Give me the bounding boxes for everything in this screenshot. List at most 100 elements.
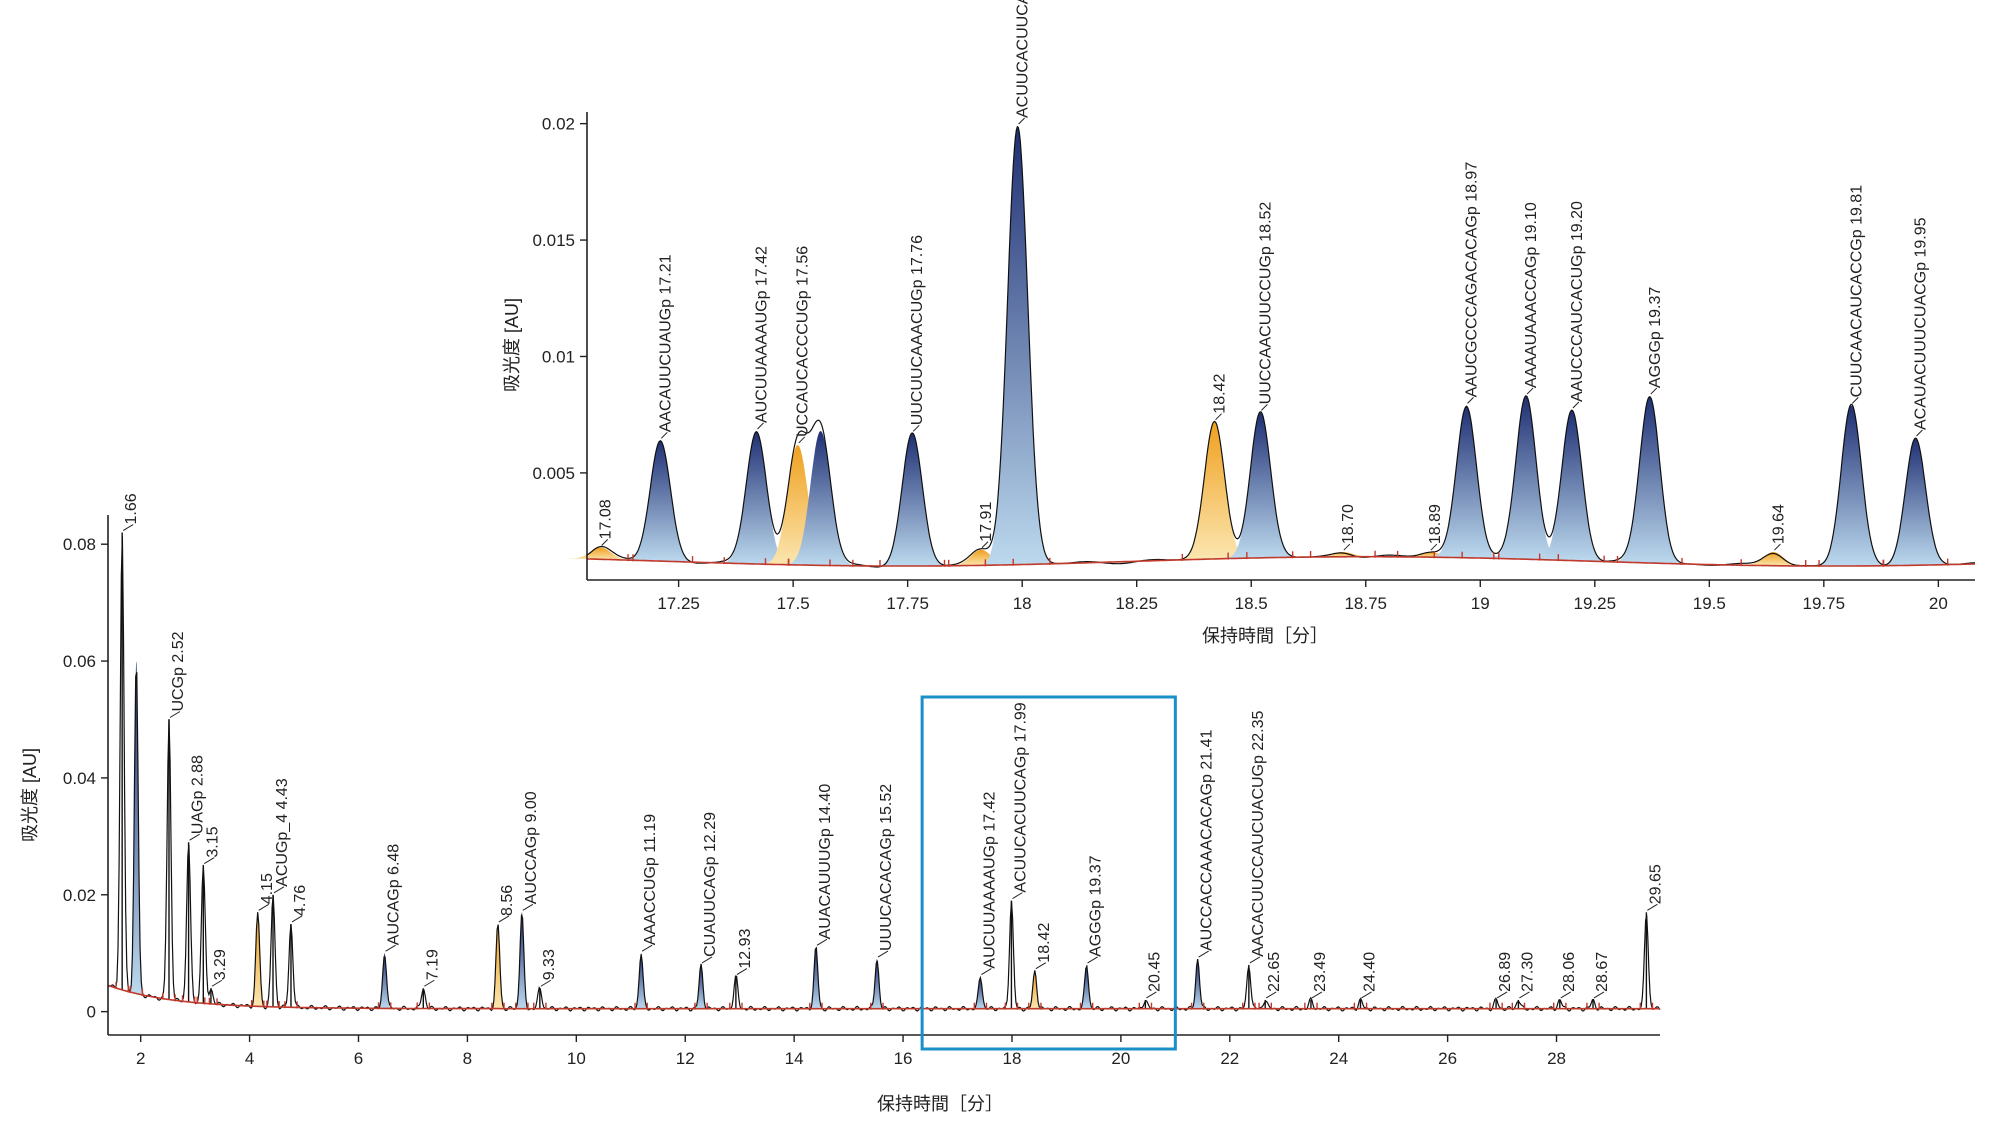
label-leader [1496, 991, 1508, 999]
peak-label: AACAUUCUAUGp 17.21 [657, 254, 674, 432]
main-y-axis-title: 吸光度 [AU] [20, 748, 40, 842]
peak-label: AAUCCCAUCACUGp 19.20 [1569, 201, 1586, 402]
y-tick-label: 0.01 [542, 347, 575, 366]
x-tick-label: 18 [1003, 1049, 1022, 1068]
x-tick-label: 19.5 [1693, 594, 1726, 613]
inset-chromatogram: 0.005 0.01 0.015 0.02 17.25 17.5 17.75 18 18.25… [502, 0, 1976, 646]
peak-label: 4.76 [292, 885, 309, 916]
label-leader [981, 968, 992, 976]
label-leader [1430, 543, 1438, 551]
x-tick-label: 18 [1013, 594, 1032, 613]
peak-label: UUCCAACUUCCUGp 18.52 [1257, 202, 1274, 405]
label-leader [1572, 401, 1580, 409]
label-leader [816, 938, 828, 946]
y-tick-label: 0.005 [532, 464, 575, 483]
label-leader [122, 524, 134, 531]
label-leader [424, 979, 435, 987]
peak-label: AAUCGCCCAGACACAGp 18.97 [1464, 162, 1481, 398]
inset-baseline-marks [627, 550, 1949, 568]
inset-baseline [586, 555, 1976, 567]
peak-label: AUCAGp 6.48 [386, 844, 403, 945]
peak-label: 28.06 [1561, 952, 1578, 992]
x-tick-label: 18.75 [1344, 594, 1387, 613]
main-x-axis-title: 保持時間［分］ [877, 1094, 1003, 1114]
peak-label: AAACCUGp 11.19 [642, 814, 659, 945]
label-leader [1265, 991, 1277, 999]
x-tick-label: 19.25 [1574, 594, 1617, 613]
label-leader [1311, 991, 1323, 999]
peak-label: AACACUUCCAUCUACUGp 22.35 [1250, 711, 1267, 957]
peak-label: 18.89 [1427, 504, 1444, 544]
x-tick-label: 2 [136, 1049, 145, 1068]
label-leader [1249, 956, 1261, 964]
peak-fill [985, 126, 1050, 566]
y-tick-label: 0.015 [532, 231, 575, 250]
peak-label: 3.15 [204, 826, 221, 857]
peak-label: AUCCACCAAACACAGp 21.41 [1199, 729, 1216, 951]
x-tick-label: 19 [1471, 594, 1490, 613]
label-leader [1361, 991, 1372, 999]
x-tick-label: 4 [245, 1049, 254, 1068]
y-tick-label: 0.08 [63, 535, 96, 554]
inset-y-ticks: 0.005 0.01 0.015 0.02 [532, 115, 587, 483]
label-leader [1650, 387, 1658, 395]
label-leader [1526, 387, 1534, 395]
peak-label: AUCUUAAAAUGp 17.42 [981, 792, 998, 969]
x-tick-label: 16 [894, 1049, 913, 1068]
label-leader [204, 857, 215, 864]
peak-fill [568, 547, 633, 561]
x-tick-label: 12 [676, 1049, 695, 1068]
peak-label: CUAUUCAGp 12.29 [702, 812, 719, 957]
peak-fill [1434, 405, 1499, 559]
peak-label: 27.30 [1519, 952, 1536, 992]
x-tick-label: 28 [1547, 1049, 1566, 1068]
label-leader [522, 903, 534, 911]
peak-fill [1493, 396, 1559, 561]
x-tick-label: 10 [567, 1049, 586, 1068]
peak-label: ACAUACUUUCUACGp 19.95 [1912, 217, 1929, 430]
label-leader [981, 541, 989, 549]
label-leader [1774, 543, 1781, 551]
inset-peak-labels: 17.08 AACAUUCUAUGp 17.21 AUCUUAAAAUGp 17.4… [598, 0, 1929, 551]
x-tick-label: 8 [463, 1049, 472, 1068]
inset-trace [586, 125, 1976, 568]
peak-label: 7.19 [424, 949, 441, 980]
peak-label: 17.08 [598, 499, 615, 539]
peak-label: ACUGp_4 4.43 [274, 778, 291, 887]
peak-fill [628, 440, 693, 563]
peak-label: AUCUUAAAAUGp 17.42 [754, 246, 771, 423]
peak-fill [788, 431, 853, 566]
peak-label: 18.42 [1036, 923, 1053, 963]
label-leader [1087, 956, 1098, 964]
peak-fill [1741, 552, 1806, 566]
label-leader [211, 979, 223, 987]
label-leader [660, 431, 668, 439]
label-leader [1018, 117, 1025, 125]
label-leader [757, 422, 764, 430]
peak-label: ACUUCACUUCAGp 17.99 [1015, 0, 1032, 118]
label-leader [601, 539, 609, 546]
peak-label: 24.40 [1362, 952, 1379, 992]
x-tick-label: 17.5 [777, 594, 810, 613]
peak-label: 4.15 [259, 873, 276, 904]
zoom-highlight-box [920, 695, 1177, 1051]
label-leader [1467, 397, 1474, 404]
peak-label: 22.65 [1266, 952, 1283, 992]
peak-label: 17.91 [978, 502, 995, 542]
label-leader [798, 436, 806, 444]
y-tick-label: 0.04 [63, 769, 96, 788]
label-leader [1198, 950, 1209, 958]
peak-label: AUACAUUUGp 14.40 [817, 784, 834, 940]
peak-label: 28.67 [1594, 952, 1611, 992]
label-leader [1519, 991, 1530, 999]
peak-label: 12.93 [737, 928, 754, 968]
label-leader [736, 968, 748, 976]
peak-label: 18.42 [1212, 374, 1229, 414]
label-leader [1215, 413, 1222, 421]
label-leader [498, 915, 510, 923]
peak-fill [1617, 396, 1682, 564]
peak-label: 9.33 [541, 949, 558, 980]
label-leader [1343, 543, 1351, 551]
peak-label: UUUCACACAGp 15.52 [878, 784, 895, 951]
